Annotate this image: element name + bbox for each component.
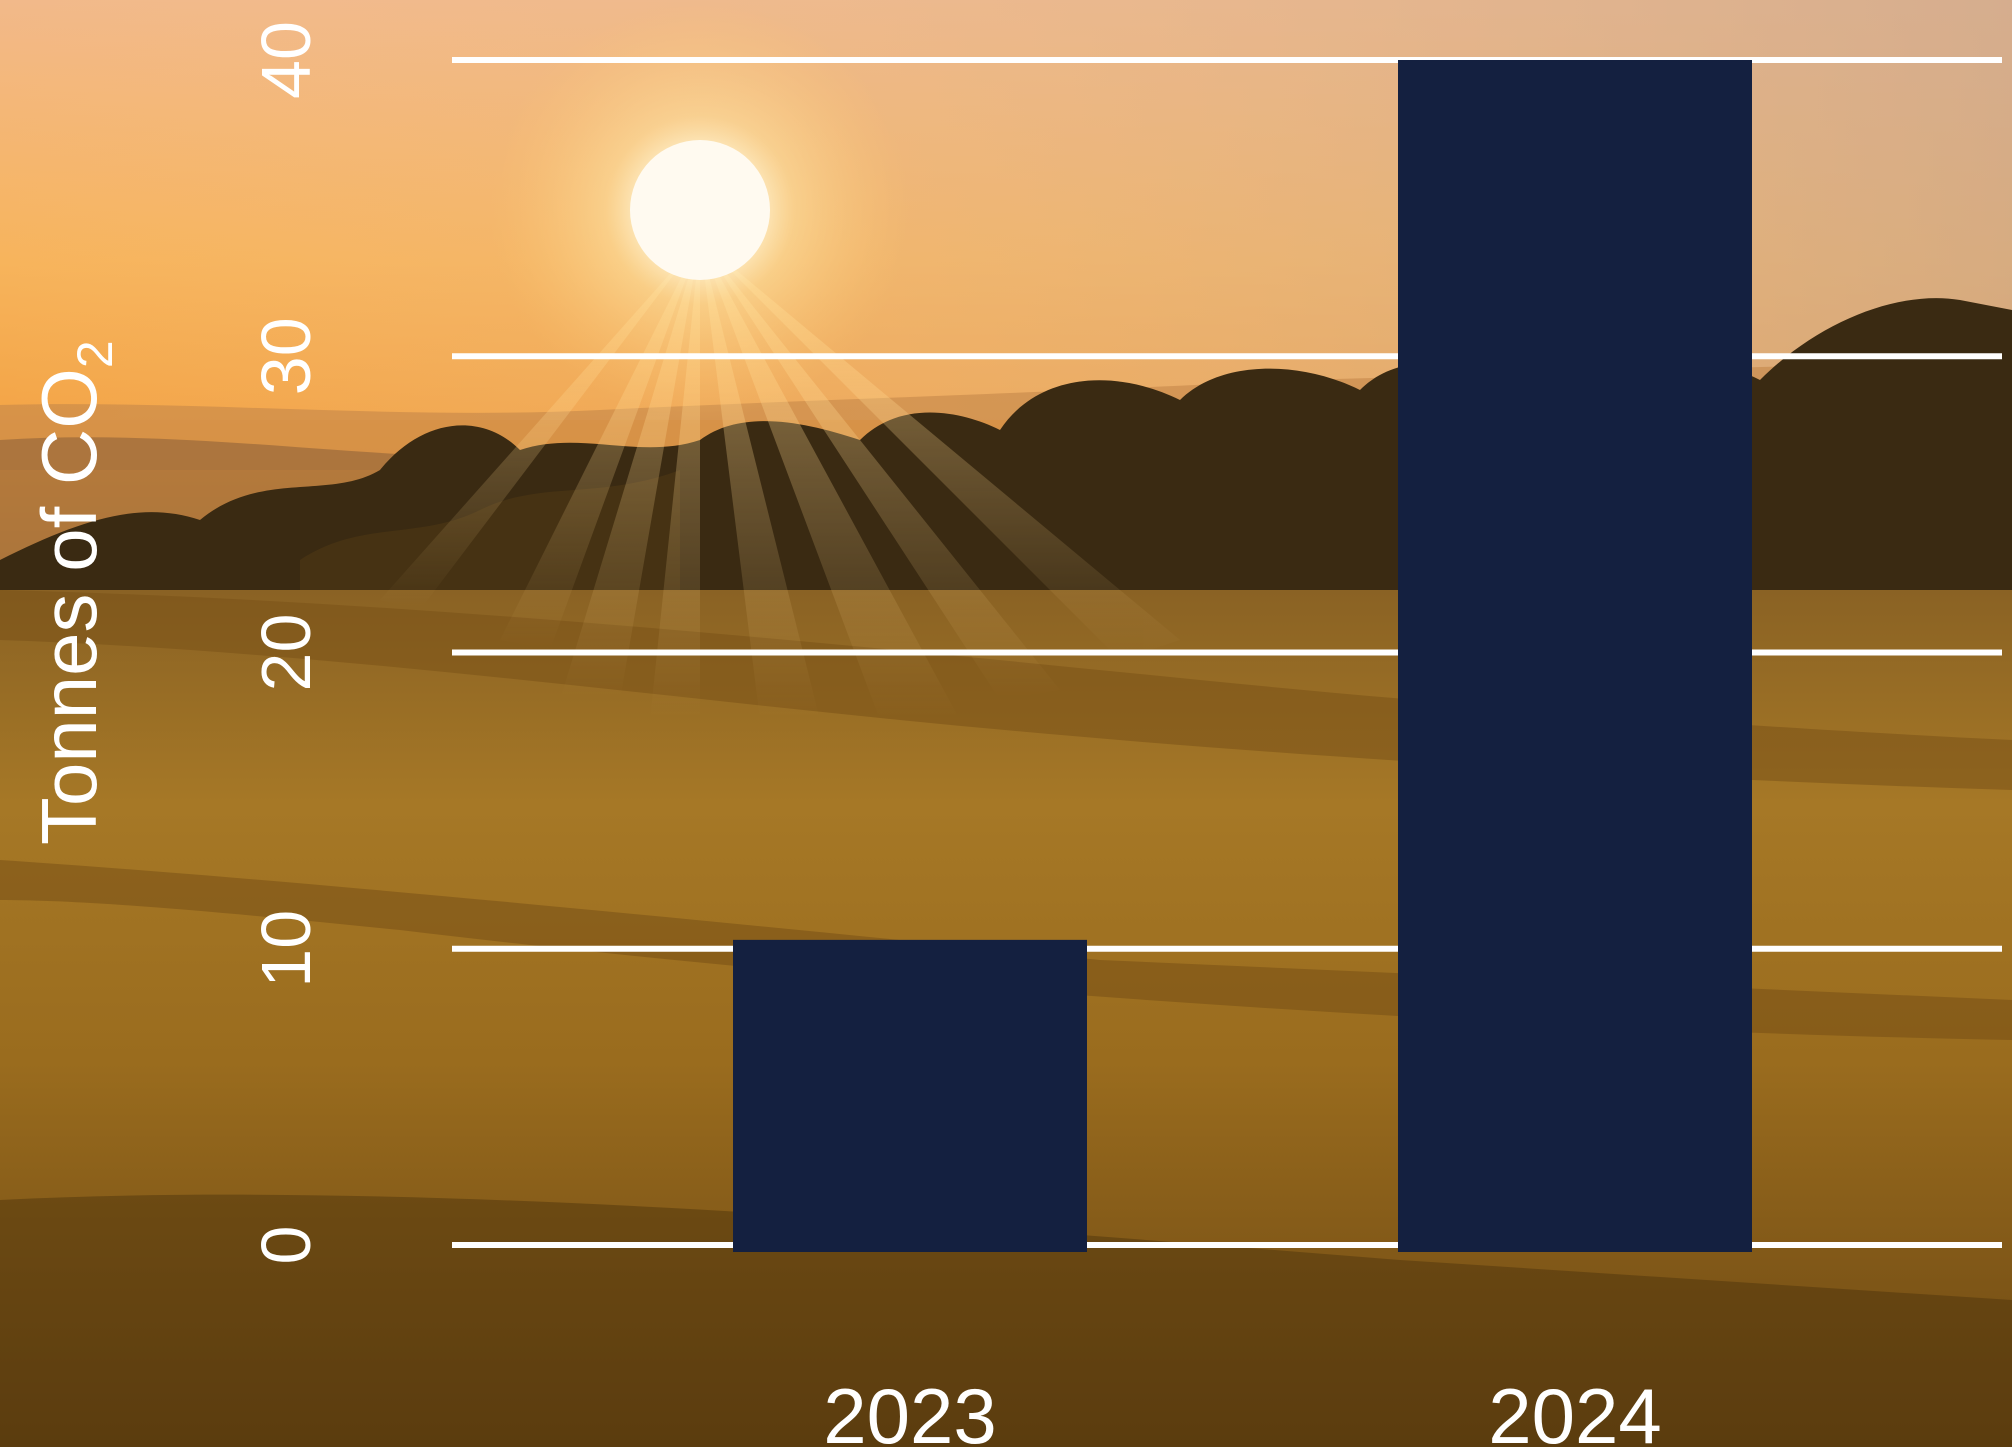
y-axis-title: Tonnes of CO2 [25, 340, 123, 845]
x-category-label-2023: 2023 [823, 1372, 997, 1447]
y-tick-label-30: 30 [247, 317, 325, 395]
y-tick-label-20: 20 [247, 614, 325, 692]
y-tick-label-10: 10 [247, 910, 325, 988]
x-category-labels: 2023 2024 [823, 1372, 1662, 1447]
bar-2023 [733, 939, 1087, 1252]
y-tick-label-40: 40 [247, 21, 325, 99]
y-tick-label-0: 0 [247, 1226, 325, 1265]
y-tick-labels: 0 10 20 30 40 [247, 21, 325, 1264]
gridlines [452, 57, 2002, 1248]
bar-2024 [1398, 60, 1752, 1252]
x-category-label-2024: 2024 [1488, 1372, 1662, 1447]
bars [733, 60, 1752, 1252]
